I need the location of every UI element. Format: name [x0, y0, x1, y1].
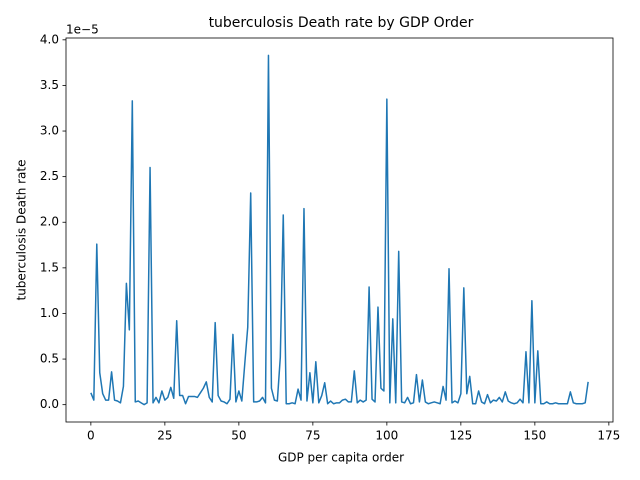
x-tick-label: 125 — [449, 429, 472, 443]
chart-title: tuberculosis Death rate by GDP Order — [209, 15, 474, 31]
y-tick-label: 3.0 — [40, 124, 59, 138]
x-tick-label: 75 — [305, 429, 320, 443]
y-tick-label: 0.0 — [40, 397, 59, 411]
y-offset-label: 1e−5 — [66, 23, 99, 37]
y-tick-label: 0.5 — [40, 352, 59, 366]
y-tick-label: 2.5 — [40, 169, 59, 183]
y-tick-label: 1.0 — [40, 306, 59, 320]
y-axis-label: tuberculosis Death rate — [15, 160, 29, 301]
x-tick-label: 50 — [231, 429, 246, 443]
y-tick-label: 3.5 — [40, 78, 59, 92]
plot-frame — [65, 37, 614, 423]
x-tick-label: 0 — [87, 429, 95, 443]
x-tick-label: 175 — [597, 429, 620, 443]
x-tick-label: 150 — [523, 429, 546, 443]
data-line — [90, 54, 589, 406]
x-axis-label: GDP per capita order — [278, 451, 404, 465]
y-tick-label: 4.0 — [40, 32, 59, 46]
x-tick-label: 100 — [375, 429, 398, 443]
y-tick-label: 1.5 — [40, 260, 59, 274]
x-tick-label: 25 — [157, 429, 172, 443]
y-tick-label: 2.0 — [40, 215, 59, 229]
